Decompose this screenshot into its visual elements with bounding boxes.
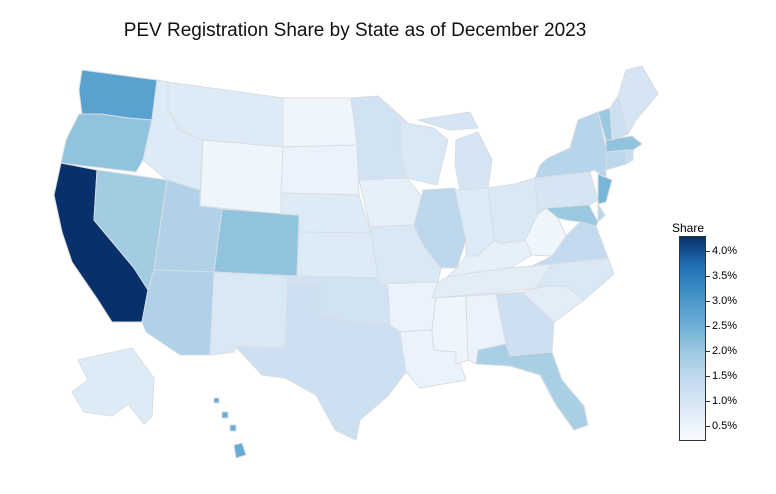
state-minnesota[interactable] (350, 95, 408, 181)
legend-title: Share (672, 221, 705, 235)
legend-tick-label: 1.0% (712, 395, 738, 407)
state-north-dakota[interactable] (282, 97, 358, 148)
legend-tick-label: 4.0% (712, 245, 738, 257)
legend-tick-label: 0.5% (712, 420, 738, 432)
state-alaska[interactable] (71, 347, 155, 425)
state-delaware[interactable] (597, 203, 606, 223)
legend-tick-mark (706, 376, 710, 377)
state-florida[interactable] (475, 343, 589, 431)
state-south-dakota[interactable] (280, 144, 360, 196)
state-maine[interactable] (617, 65, 659, 135)
chart-title: PEV Registration Share by State as of De… (123, 20, 587, 41)
legend-tick-label: 3.0% (712, 295, 738, 307)
legend-tick-label: 2.0% (712, 345, 738, 357)
state-massachusetts[interactable] (605, 135, 643, 153)
state-arkansas[interactable] (380, 281, 439, 333)
state-hawaii[interactable] (213, 397, 247, 459)
state-maryland[interactable] (545, 204, 599, 227)
state-wyoming[interactable] (199, 139, 284, 215)
legend-tick-mark (706, 401, 710, 402)
state-texas[interactable] (235, 285, 407, 441)
state-oregon[interactable] (60, 113, 153, 173)
legend-colorbar (679, 236, 706, 441)
legend-tick-mark (706, 426, 710, 427)
state-new-mexico[interactable] (209, 271, 289, 356)
state-kansas[interactable] (296, 231, 379, 279)
legend-tick-label: 3.5% (712, 270, 738, 282)
legend-tick-mark (706, 326, 710, 327)
state-connecticut[interactable] (605, 149, 627, 171)
state-iowa[interactable] (358, 177, 424, 228)
legend-tick-label: 1.5% (712, 370, 738, 382)
state-wisconsin[interactable] (399, 121, 449, 186)
legend-tick-mark (706, 351, 710, 352)
legend-tick-label: 2.5% (712, 320, 738, 332)
legend-tick-mark (706, 276, 710, 277)
state-washington[interactable] (78, 69, 158, 121)
legend-tick-mark (706, 301, 710, 302)
state-new-york[interactable] (534, 111, 607, 179)
state-rhode-island[interactable] (625, 149, 634, 165)
state-new-jersey[interactable] (597, 173, 613, 205)
state-arizona[interactable] (141, 269, 215, 356)
state-colorado[interactable] (213, 208, 300, 277)
legend-tick-mark (706, 251, 710, 252)
